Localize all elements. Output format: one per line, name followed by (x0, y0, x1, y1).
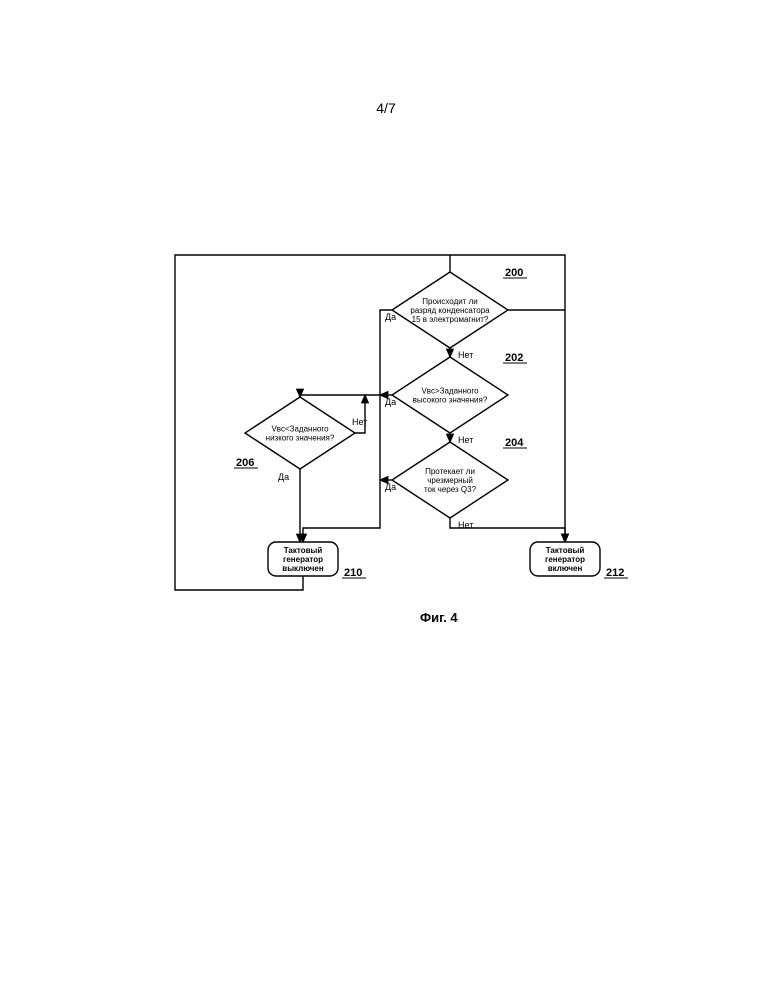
ref-label: 204 (505, 437, 524, 449)
ref-label: 210 (344, 567, 362, 579)
edge-label: Да (385, 312, 396, 322)
node-n206: Vвс<Заданногонизкого значения? 206 (234, 397, 355, 469)
node-text: Протекает ли (425, 467, 475, 476)
edge (355, 395, 365, 433)
node-text: включен (548, 564, 583, 573)
node-text: генератор (545, 555, 585, 564)
ref-label: 212 (606, 567, 624, 579)
node-text: Тактовый (284, 546, 323, 555)
node-n204: Протекает личрезмерныйток через Q3? 204 (392, 437, 527, 518)
node-n200: Происходит лиразряд конденсатора15 в эле… (392, 267, 527, 348)
node-text: разряд конденсатора (410, 306, 490, 315)
nodes: Происходит лиразряд конденсатора15 в эле… (234, 267, 628, 579)
node-text: ток через Q3? (424, 485, 477, 494)
node-n212: Тактовыйгенераторвключен 212 (530, 542, 628, 579)
node-text: Vвс>Заданного (421, 387, 479, 396)
node-text: выключен (282, 564, 324, 573)
edge-label: Нет (458, 435, 473, 445)
node-text: Происходит ли (422, 297, 477, 306)
ref-label: 200 (505, 267, 523, 279)
node-text: высокого значения? (413, 396, 488, 405)
edge-label: Нет (458, 520, 473, 530)
node-n210: Тактовыйгенераторвыключен 210 (268, 542, 366, 579)
flowchart: Нет Нет Нет Да Да Да Да Нет Происходит лиразряд … (0, 0, 772, 999)
ref-label: 202 (505, 352, 523, 364)
node-n202: Vвс>Заданноговысокого значения? 202 (392, 352, 527, 433)
node-text: чрезмерный (427, 476, 473, 485)
edge-label: Нет (352, 417, 367, 427)
node-text: 15 в электромагнит? (412, 315, 489, 324)
node-text: низкого значения? (266, 434, 335, 443)
edge-label: Нет (458, 350, 473, 360)
ref-label: 206 (236, 457, 254, 469)
node-text: Тактовый (546, 546, 585, 555)
edge-label: Да (385, 482, 396, 492)
edge (175, 255, 565, 590)
node-text: Vвс<Заданного (271, 425, 329, 434)
node-text: генератор (283, 555, 323, 564)
edges: Нет Нет Нет Да Да Да Да Нет (175, 255, 565, 590)
edge-label: Да (385, 397, 396, 407)
edge (300, 395, 380, 397)
edge-label: Да (278, 472, 289, 482)
